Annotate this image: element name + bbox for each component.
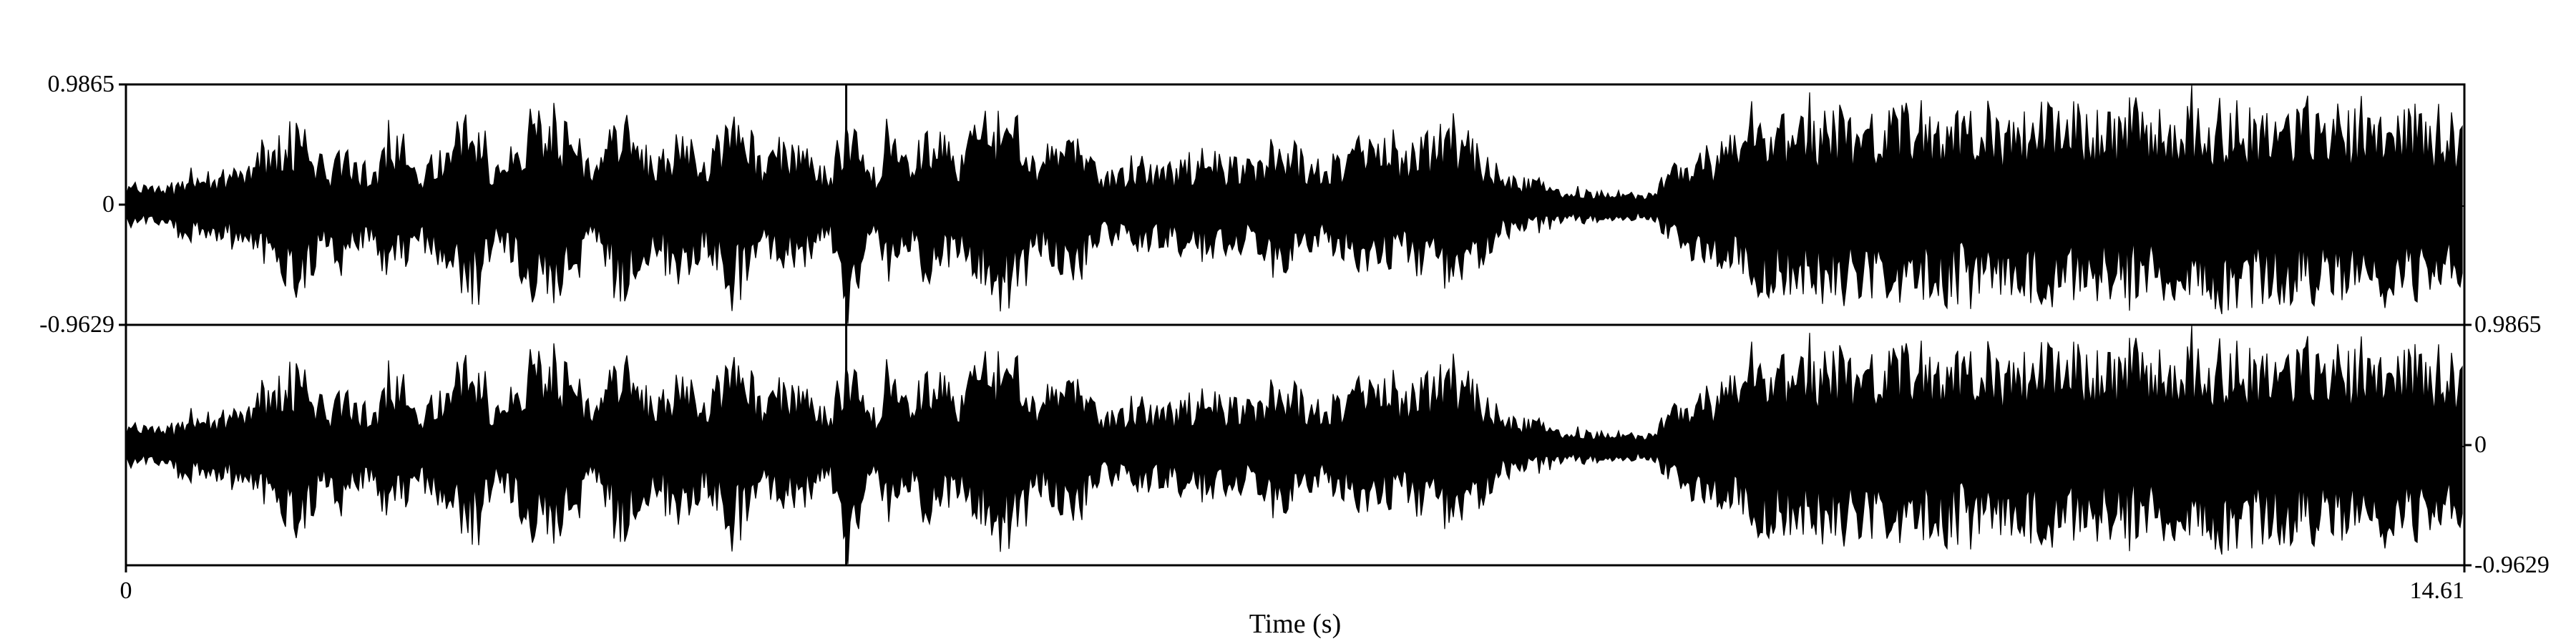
ch2-ytick-label-zero: 0: [2474, 431, 2487, 458]
channel-1-waveform: [126, 84, 2463, 324]
xtick-label-end: 14.61: [2410, 577, 2465, 604]
ch1-ytick-label-top: 0.9865: [48, 71, 115, 97]
xtick-label-start: 0: [120, 577, 132, 604]
channel-2-waveform: [126, 325, 2463, 565]
waveform-group: [126, 84, 2464, 565]
x-axis-label: Time (s): [1249, 609, 1341, 639]
ch2-ytick-label-top: 0.9865: [2474, 311, 2542, 338]
ch1-ytick-label-zero: 0: [102, 191, 114, 218]
ch2-ytick-label-bottom: -0.9629: [2474, 552, 2550, 578]
ch1-ytick-label-bottom: -0.9629: [39, 311, 114, 338]
